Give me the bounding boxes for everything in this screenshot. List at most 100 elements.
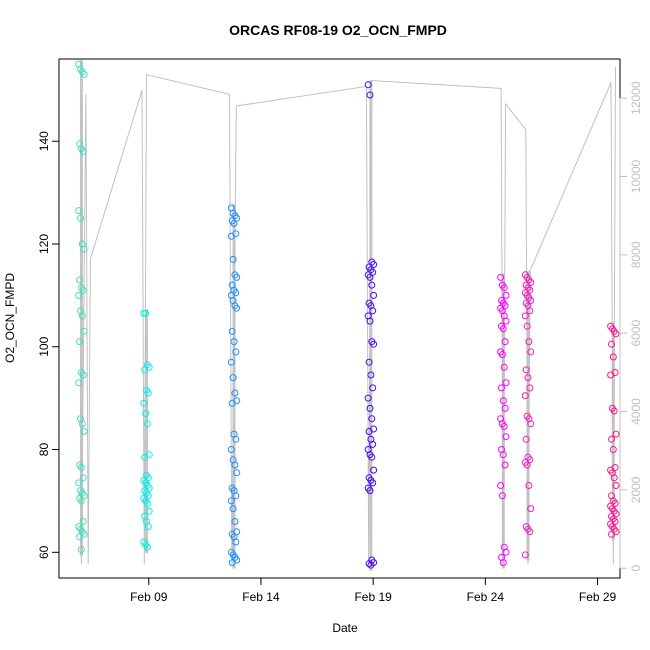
data-point [369, 384, 377, 392]
secondary-layer [79, 60, 616, 572]
data-point [366, 317, 374, 325]
data-point [79, 474, 87, 482]
data-point [233, 273, 241, 281]
data-point [365, 560, 373, 568]
data-point [502, 379, 510, 387]
data-point [76, 533, 84, 541]
data-point [370, 340, 378, 348]
data-point [612, 430, 620, 438]
y-tick-label: 100 [37, 336, 51, 356]
data-point [366, 91, 374, 99]
y2-tick-label: 6000 [629, 320, 643, 347]
data-point [367, 561, 375, 569]
data-point [609, 446, 617, 453]
data-point [610, 474, 618, 482]
axes: Feb 09 Feb 14 Feb 19 Feb 24 Feb 29 60 80 100 120… [37, 81, 643, 604]
data-point [232, 435, 240, 443]
data-point [501, 461, 509, 469]
data-point [501, 404, 509, 412]
data-point [521, 392, 529, 400]
data-point [502, 548, 510, 556]
x-tick-label: Feb 19 [354, 590, 392, 604]
series-RF12 [497, 273, 510, 567]
data-point [524, 374, 532, 382]
data-point [229, 505, 237, 513]
data-point [227, 232, 235, 240]
data-point [364, 394, 372, 402]
data-point [232, 538, 240, 546]
data-point [610, 407, 618, 415]
data-point [79, 148, 87, 155]
data-point [501, 338, 509, 346]
y-axis-label: O2_OCN_FMPD [3, 273, 17, 363]
data-point [75, 207, 83, 215]
data-point [500, 363, 508, 371]
data-point [77, 497, 85, 505]
data-point [502, 433, 510, 441]
data-point [230, 338, 238, 346]
data-point [231, 518, 239, 525]
data-point [75, 291, 83, 299]
data-point [232, 348, 240, 356]
points-layer [75, 60, 620, 569]
data-point [369, 307, 377, 315]
data-point [367, 371, 375, 379]
y2-tick-label: 0 [629, 565, 643, 572]
series-RF09 [140, 309, 153, 551]
data-point [608, 435, 615, 443]
data-point [527, 420, 535, 428]
data-point [77, 546, 85, 554]
data-point [527, 348, 535, 356]
data-point [498, 384, 505, 392]
data-point [525, 482, 533, 489]
data-point [144, 389, 152, 397]
data-point [500, 422, 508, 430]
data-point [76, 338, 84, 346]
data-point [228, 399, 236, 407]
data-point [365, 428, 373, 435]
data-point [498, 351, 506, 358]
data-point [366, 404, 374, 412]
data-point [231, 389, 239, 397]
data-point [75, 379, 83, 387]
y2-tick-label: 12000 [629, 81, 643, 115]
secondary-series-line [80, 66, 616, 565]
data-point [370, 291, 378, 299]
data-point [609, 353, 617, 361]
data-point [365, 358, 373, 366]
data-point [78, 420, 86, 428]
data-point [79, 286, 87, 294]
data-point [608, 340, 615, 348]
data-point [498, 492, 506, 500]
data-point [368, 453, 376, 461]
data-point [77, 214, 84, 222]
data-point [80, 327, 88, 335]
data-point [143, 543, 151, 551]
data-point [369, 479, 377, 487]
series-RF10 [227, 204, 241, 567]
x-tick-label: Feb 14 [242, 590, 280, 604]
data-point [499, 325, 507, 333]
x-axis-label: Date [332, 621, 358, 635]
series-RF13 [521, 271, 535, 559]
data-point [145, 507, 153, 515]
y-tick-label: 60 [37, 545, 51, 559]
x-tick-label: Feb 29 [579, 590, 617, 604]
data-point [231, 461, 239, 469]
data-point [233, 304, 241, 312]
data-point [522, 366, 530, 374]
data-point [233, 469, 241, 477]
data-point [502, 317, 510, 325]
data-point [522, 435, 530, 443]
data-point [143, 500, 151, 507]
data-point [140, 399, 148, 407]
y2-tick-label: 10000 [629, 160, 643, 194]
y-tick-label: 140 [37, 131, 51, 151]
data-point [80, 245, 88, 253]
data-point [141, 366, 149, 374]
data-point [228, 559, 236, 567]
data-point [521, 551, 529, 559]
data-point [523, 461, 531, 469]
data-point [78, 312, 86, 320]
